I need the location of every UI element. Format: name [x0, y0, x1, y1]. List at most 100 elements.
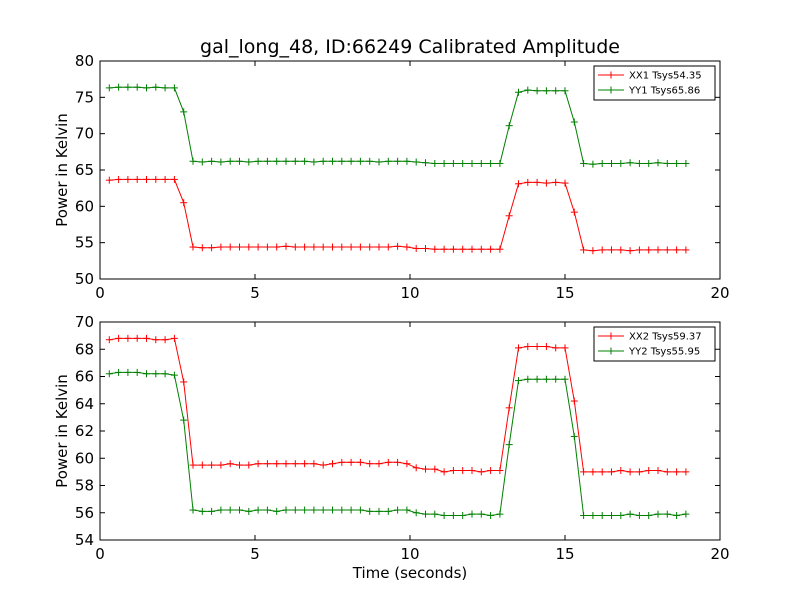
y-axis-label: Power in Kelvin [53, 374, 71, 488]
data-point [180, 199, 188, 207]
data-point [645, 467, 653, 475]
data-point [189, 157, 197, 165]
x-tick-label: 0 [95, 545, 105, 563]
data-point [598, 159, 606, 167]
legend-label: YY1 Tsys65.86 [628, 86, 700, 97]
data-point [180, 378, 188, 386]
data-point [626, 510, 634, 518]
data-point [589, 468, 597, 476]
data-point [626, 468, 634, 476]
data-point [152, 175, 160, 183]
x-tick-label: 0 [95, 284, 105, 302]
data-point [189, 461, 197, 469]
subplot-2: 0 5 10 15 20 54 56 58 60 62 64 66 68 70 Time (seconds)… [53, 313, 730, 582]
data-point [263, 243, 271, 251]
data-point [217, 158, 225, 166]
data-point [133, 334, 141, 342]
data-point [161, 370, 169, 378]
data-point [542, 375, 550, 383]
y-tick-label: 58 [75, 477, 94, 495]
data-point [245, 507, 253, 515]
y-tick-label: 70 [75, 313, 94, 331]
data-point [431, 159, 439, 167]
data-point [133, 175, 141, 183]
data-point [236, 461, 243, 469]
data-point [617, 467, 625, 475]
data-point [663, 468, 671, 476]
data-point [384, 157, 392, 165]
data-point [561, 87, 569, 95]
data-point [301, 157, 309, 165]
data-point [654, 159, 662, 167]
data-point [208, 157, 216, 165]
data-point [561, 375, 569, 383]
x-tick-label: 5 [250, 545, 260, 563]
y-tick-label: 75 [75, 88, 94, 106]
x-tick-label: 5 [250, 284, 260, 302]
data-point [310, 243, 318, 251]
data-point [180, 416, 188, 424]
data-point [682, 159, 690, 167]
data-point [580, 159, 588, 167]
data-point [366, 507, 374, 515]
data-point [487, 245, 495, 253]
subplot-1: 0 5 10 15 20 50 55 60 65 70 75 80 gal_long_48, ID:66… [53, 36, 730, 302]
data-point [282, 460, 290, 468]
data-point [654, 467, 662, 475]
data-point [273, 507, 281, 515]
data-point [375, 158, 383, 166]
data-point [468, 510, 476, 518]
data-point [580, 511, 588, 519]
data-point [431, 510, 439, 518]
data-point [254, 506, 262, 514]
y-tick-label: 64 [75, 395, 94, 413]
data-point [403, 243, 411, 251]
data-point [217, 461, 225, 469]
data-point [208, 244, 216, 252]
data-point [422, 244, 429, 252]
data-point [496, 467, 504, 475]
data-point [440, 511, 448, 519]
y-tick-label: 50 [75, 270, 94, 288]
data-point [682, 468, 690, 476]
data-point [236, 506, 243, 514]
data-point [524, 343, 532, 351]
data-point [570, 208, 578, 216]
data-point [329, 506, 336, 514]
y-tick-label: 80 [75, 52, 94, 70]
data-point [226, 506, 234, 514]
data-point [524, 178, 532, 186]
data-point [245, 158, 253, 166]
y-tick-label: 56 [75, 504, 94, 522]
data-point [449, 245, 457, 253]
data-point [263, 460, 271, 468]
data-point [533, 343, 541, 351]
data-point [236, 157, 243, 165]
data-point [329, 157, 336, 165]
legend: XX2 Tsys59.37 YY2 Tsys55.95 [593, 326, 716, 362]
data-point [291, 243, 299, 251]
data-point [208, 507, 216, 515]
data-point [477, 245, 485, 253]
data-point [143, 175, 150, 183]
data-point [542, 343, 550, 351]
data-point [105, 370, 113, 378]
data-point [394, 458, 402, 466]
data-point [552, 178, 560, 186]
data-point [496, 245, 504, 253]
data-point [459, 467, 467, 475]
data-point [152, 336, 160, 344]
legend-item: YY2 Tsys55.95 [598, 347, 700, 358]
data-point [384, 243, 392, 251]
data-point [347, 157, 355, 165]
legend: XX1 Tsys54.35 YY1 Tsys65.86 [593, 65, 716, 101]
data-point [375, 507, 383, 515]
data-point [208, 461, 216, 469]
data-point [310, 158, 318, 166]
y-tick-label: 68 [75, 340, 94, 358]
data-point [440, 159, 448, 167]
data-point [133, 83, 141, 91]
data-point [617, 159, 625, 167]
data-point [459, 511, 467, 519]
data-point [477, 468, 485, 476]
